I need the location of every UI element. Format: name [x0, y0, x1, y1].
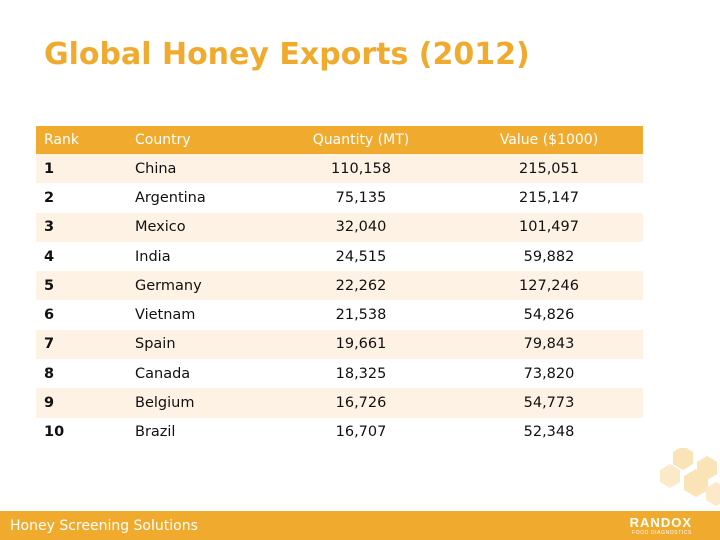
- cell-country: India: [135, 248, 171, 265]
- cell-value: 101,497: [519, 219, 579, 236]
- cell-value: 79,843: [523, 336, 575, 353]
- table-row: 10 Brazil 16,707 52,348: [36, 417, 643, 447]
- cell-rank: 6: [44, 307, 55, 324]
- cell-country: Vietnam: [135, 307, 196, 324]
- cell-country: Canada: [135, 365, 191, 382]
- cell-value: 54,826: [523, 307, 575, 324]
- header-value: Value ($1000): [499, 132, 599, 148]
- cell-quantity: 24,515: [335, 248, 387, 265]
- cell-rank: 7: [44, 336, 55, 353]
- honey-exports-table: Rank Country Quantity (MT) Value ($1000)…: [36, 126, 643, 447]
- cell-quantity: 18,325: [335, 365, 387, 382]
- cell-country: Brazil: [135, 424, 176, 441]
- cell-rank: 8: [44, 365, 55, 382]
- cell-quantity: 16,726: [335, 395, 387, 412]
- table-row: 5 Germany 22,262 127,246: [36, 271, 643, 301]
- header-country: Country: [135, 132, 191, 148]
- table-row: 4 India 24,515 59,882: [36, 241, 643, 272]
- table-header-row: Rank Country Quantity (MT) Value ($1000): [36, 126, 643, 154]
- honeycomb-hexagons-icon: [660, 448, 720, 506]
- cell-country: Germany: [135, 277, 202, 294]
- logo-sub-text: FOOD DIAGNOSTICS: [632, 530, 692, 536]
- table-row: 2 Argentina 75,135 215,147: [36, 183, 643, 213]
- cell-value: 215,147: [519, 189, 579, 206]
- cell-value: 127,246: [519, 277, 579, 294]
- cell-value: 215,051: [519, 160, 579, 177]
- cell-rank: 5: [44, 277, 55, 294]
- cell-country: Mexico: [135, 219, 186, 236]
- cell-rank: 4: [44, 248, 55, 265]
- randox-logo: RANDOX FOOD DIAGNOSTICS: [582, 514, 692, 538]
- table-row: 6 Vietnam 21,538 54,826: [36, 300, 643, 330]
- cell-country: China: [135, 160, 177, 177]
- cell-rank: 3: [44, 219, 55, 236]
- cell-quantity: 21,538: [335, 307, 387, 324]
- table-row: 9 Belgium 16,726 54,773: [36, 388, 643, 418]
- cell-rank: 9: [44, 395, 55, 412]
- cell-quantity: 75,135: [335, 189, 387, 206]
- logo-main-text: RANDOX: [629, 515, 692, 530]
- cell-rank: 2: [44, 189, 55, 206]
- table-row: 7 Spain 19,661 79,843: [36, 329, 643, 360]
- cell-quantity: 16,707: [335, 424, 387, 441]
- table-row: 8 Canada 18,325 73,820: [36, 359, 643, 389]
- cell-rank: 10: [44, 424, 65, 441]
- cell-country: Spain: [135, 336, 176, 353]
- table-row: 3 Mexico 32,040 101,497: [36, 212, 643, 242]
- cell-value: 52,348: [523, 424, 575, 441]
- cell-quantity: 32,040: [335, 219, 387, 236]
- footer-text: Honey Screening Solutions: [10, 518, 198, 534]
- slide-title: Global Honey Exports (2012): [44, 37, 530, 72]
- cell-value: 73,820: [523, 365, 575, 382]
- cell-country: Belgium: [135, 395, 195, 412]
- table-row: 1 China 110,158 215,051: [36, 154, 643, 184]
- cell-quantity: 19,661: [335, 336, 387, 353]
- cell-quantity: 110,158: [331, 160, 391, 177]
- cell-rank: 1: [44, 160, 55, 177]
- header-rank: Rank: [44, 132, 79, 148]
- cell-value: 59,882: [523, 248, 575, 265]
- header-quantity: Quantity (MT): [312, 132, 410, 148]
- cell-quantity: 22,262: [335, 277, 387, 294]
- cell-country: Argentina: [135, 189, 206, 206]
- cell-value: 54,773: [523, 395, 575, 412]
- footer-bar: Honey Screening Solutions RANDOX FOOD DI…: [0, 511, 720, 540]
